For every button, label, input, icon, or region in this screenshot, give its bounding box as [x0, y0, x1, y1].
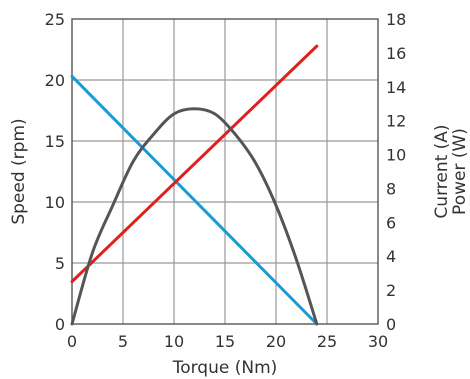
y-axis-left-label: Speed (rpm) — [9, 118, 29, 224]
y-left-tick-label: 15 — [45, 132, 65, 151]
y-right-tick-label: 16 — [386, 44, 406, 63]
current-line — [70, 44, 319, 284]
y-right-tick-label: 14 — [386, 78, 406, 97]
series-layer — [70, 44, 319, 326]
y-axis-right-label-current: Current (A) — [432, 124, 452, 218]
x-tick-label: 10 — [164, 332, 184, 351]
y-left-tick-label: 0 — [55, 315, 65, 334]
y-right-tick-label: 18 — [386, 10, 406, 29]
grid — [72, 19, 378, 324]
x-tick-label: 5 — [118, 332, 128, 351]
y-right-tick-label: 4 — [386, 247, 396, 266]
y-right-tick-label: 10 — [386, 146, 406, 165]
power-curve — [70, 107, 319, 326]
speed-line — [70, 74, 319, 326]
y-right-tick-label: 0 — [386, 315, 396, 334]
y-left-tick-label: 10 — [45, 193, 65, 212]
x-tick-label: 20 — [266, 332, 286, 351]
plot-area — [71, 18, 379, 325]
y-right-tick-label: 8 — [386, 179, 396, 198]
y-right-tick-label: 12 — [386, 112, 406, 131]
x-tick-label: 25 — [317, 332, 337, 351]
x-tick-label: 0 — [67, 332, 77, 351]
x-tick-label: 15 — [215, 332, 235, 351]
y-right-tick-label: 2 — [386, 281, 396, 300]
x-tick-label: 30 — [368, 332, 388, 351]
y-axis-right-label-power: Power (W) — [450, 128, 470, 215]
y-left-tick-label: 25 — [45, 10, 65, 29]
y-right-tick-label: 6 — [386, 213, 396, 232]
y-left-tick-label: 5 — [55, 254, 65, 273]
x-axis-label: Torque (Nm) — [172, 358, 278, 378]
y-left-tick-label: 20 — [45, 71, 65, 90]
